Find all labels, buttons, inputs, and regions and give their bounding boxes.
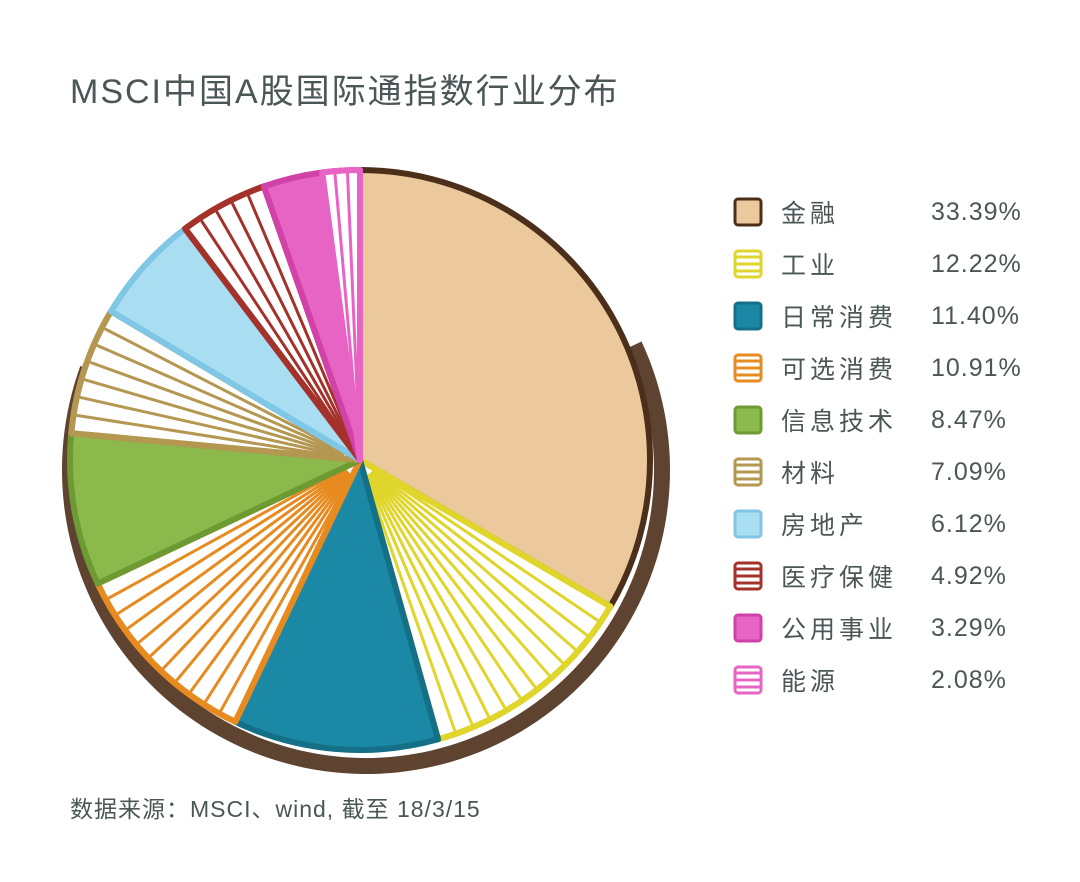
legend-value: 7.09% <box>931 458 1041 487</box>
chart-title: MSCI中国A股国际通指数行业分布 <box>70 64 620 113</box>
legend-row: 公用事业3.29% <box>733 602 1041 654</box>
legend-value: 33.39% <box>931 198 1041 227</box>
legend-label: 可选消费 <box>781 350 931 386</box>
legend-swatch <box>733 197 763 227</box>
legend-swatch <box>733 353 763 383</box>
legend-row: 房地产6.12% <box>733 498 1041 550</box>
legend-swatch <box>733 665 763 695</box>
page: MSCI中国A股国际通指数行业分布 金融33.39%工业12.22%日常消费11… <box>0 0 1080 882</box>
legend-label: 医疗保健 <box>781 558 931 594</box>
pie-chart <box>40 130 670 770</box>
legend-value: 10.91% <box>931 354 1041 383</box>
legend-swatch <box>733 249 763 279</box>
legend-swatch <box>733 561 763 591</box>
legend-value: 11.40% <box>931 302 1041 331</box>
legend-value: 4.92% <box>931 562 1041 591</box>
legend-row: 材料7.09% <box>733 446 1041 498</box>
legend-row: 可选消费10.91% <box>733 342 1041 394</box>
legend-row: 日常消费11.40% <box>733 290 1041 342</box>
legend-swatch <box>733 457 763 487</box>
legend-value: 12.22% <box>931 250 1041 279</box>
legend-swatch <box>733 509 763 539</box>
legend-label: 能源 <box>781 662 931 698</box>
legend-value: 2.08% <box>931 666 1041 695</box>
legend-row: 工业12.22% <box>733 238 1041 290</box>
chart-caption: 数据来源：MSCI、wind, 截至 18/3/15 <box>70 790 481 824</box>
legend-label: 工业 <box>781 246 931 282</box>
legend-label: 材料 <box>781 454 931 490</box>
legend-row: 信息技术8.47% <box>733 394 1041 446</box>
legend-value: 8.47% <box>931 406 1041 435</box>
legend-label: 信息技术 <box>781 402 931 438</box>
legend-swatch <box>733 613 763 643</box>
legend-label: 金融 <box>781 194 931 230</box>
legend-row: 金融33.39% <box>733 186 1041 238</box>
legend-label: 房地产 <box>781 506 931 542</box>
pie-svg <box>40 130 700 810</box>
legend-swatch <box>733 405 763 435</box>
legend-row: 医疗保健4.92% <box>733 550 1041 602</box>
legend-value: 6.12% <box>931 510 1041 539</box>
legend-row: 能源2.08% <box>733 654 1041 706</box>
legend-label: 公用事业 <box>781 610 931 646</box>
legend-swatch <box>733 301 763 331</box>
legend-value: 3.29% <box>931 614 1041 643</box>
legend: 金融33.39%工业12.22%日常消费11.40%可选消费10.91%信息技术… <box>733 186 1041 706</box>
legend-label: 日常消费 <box>781 298 931 334</box>
